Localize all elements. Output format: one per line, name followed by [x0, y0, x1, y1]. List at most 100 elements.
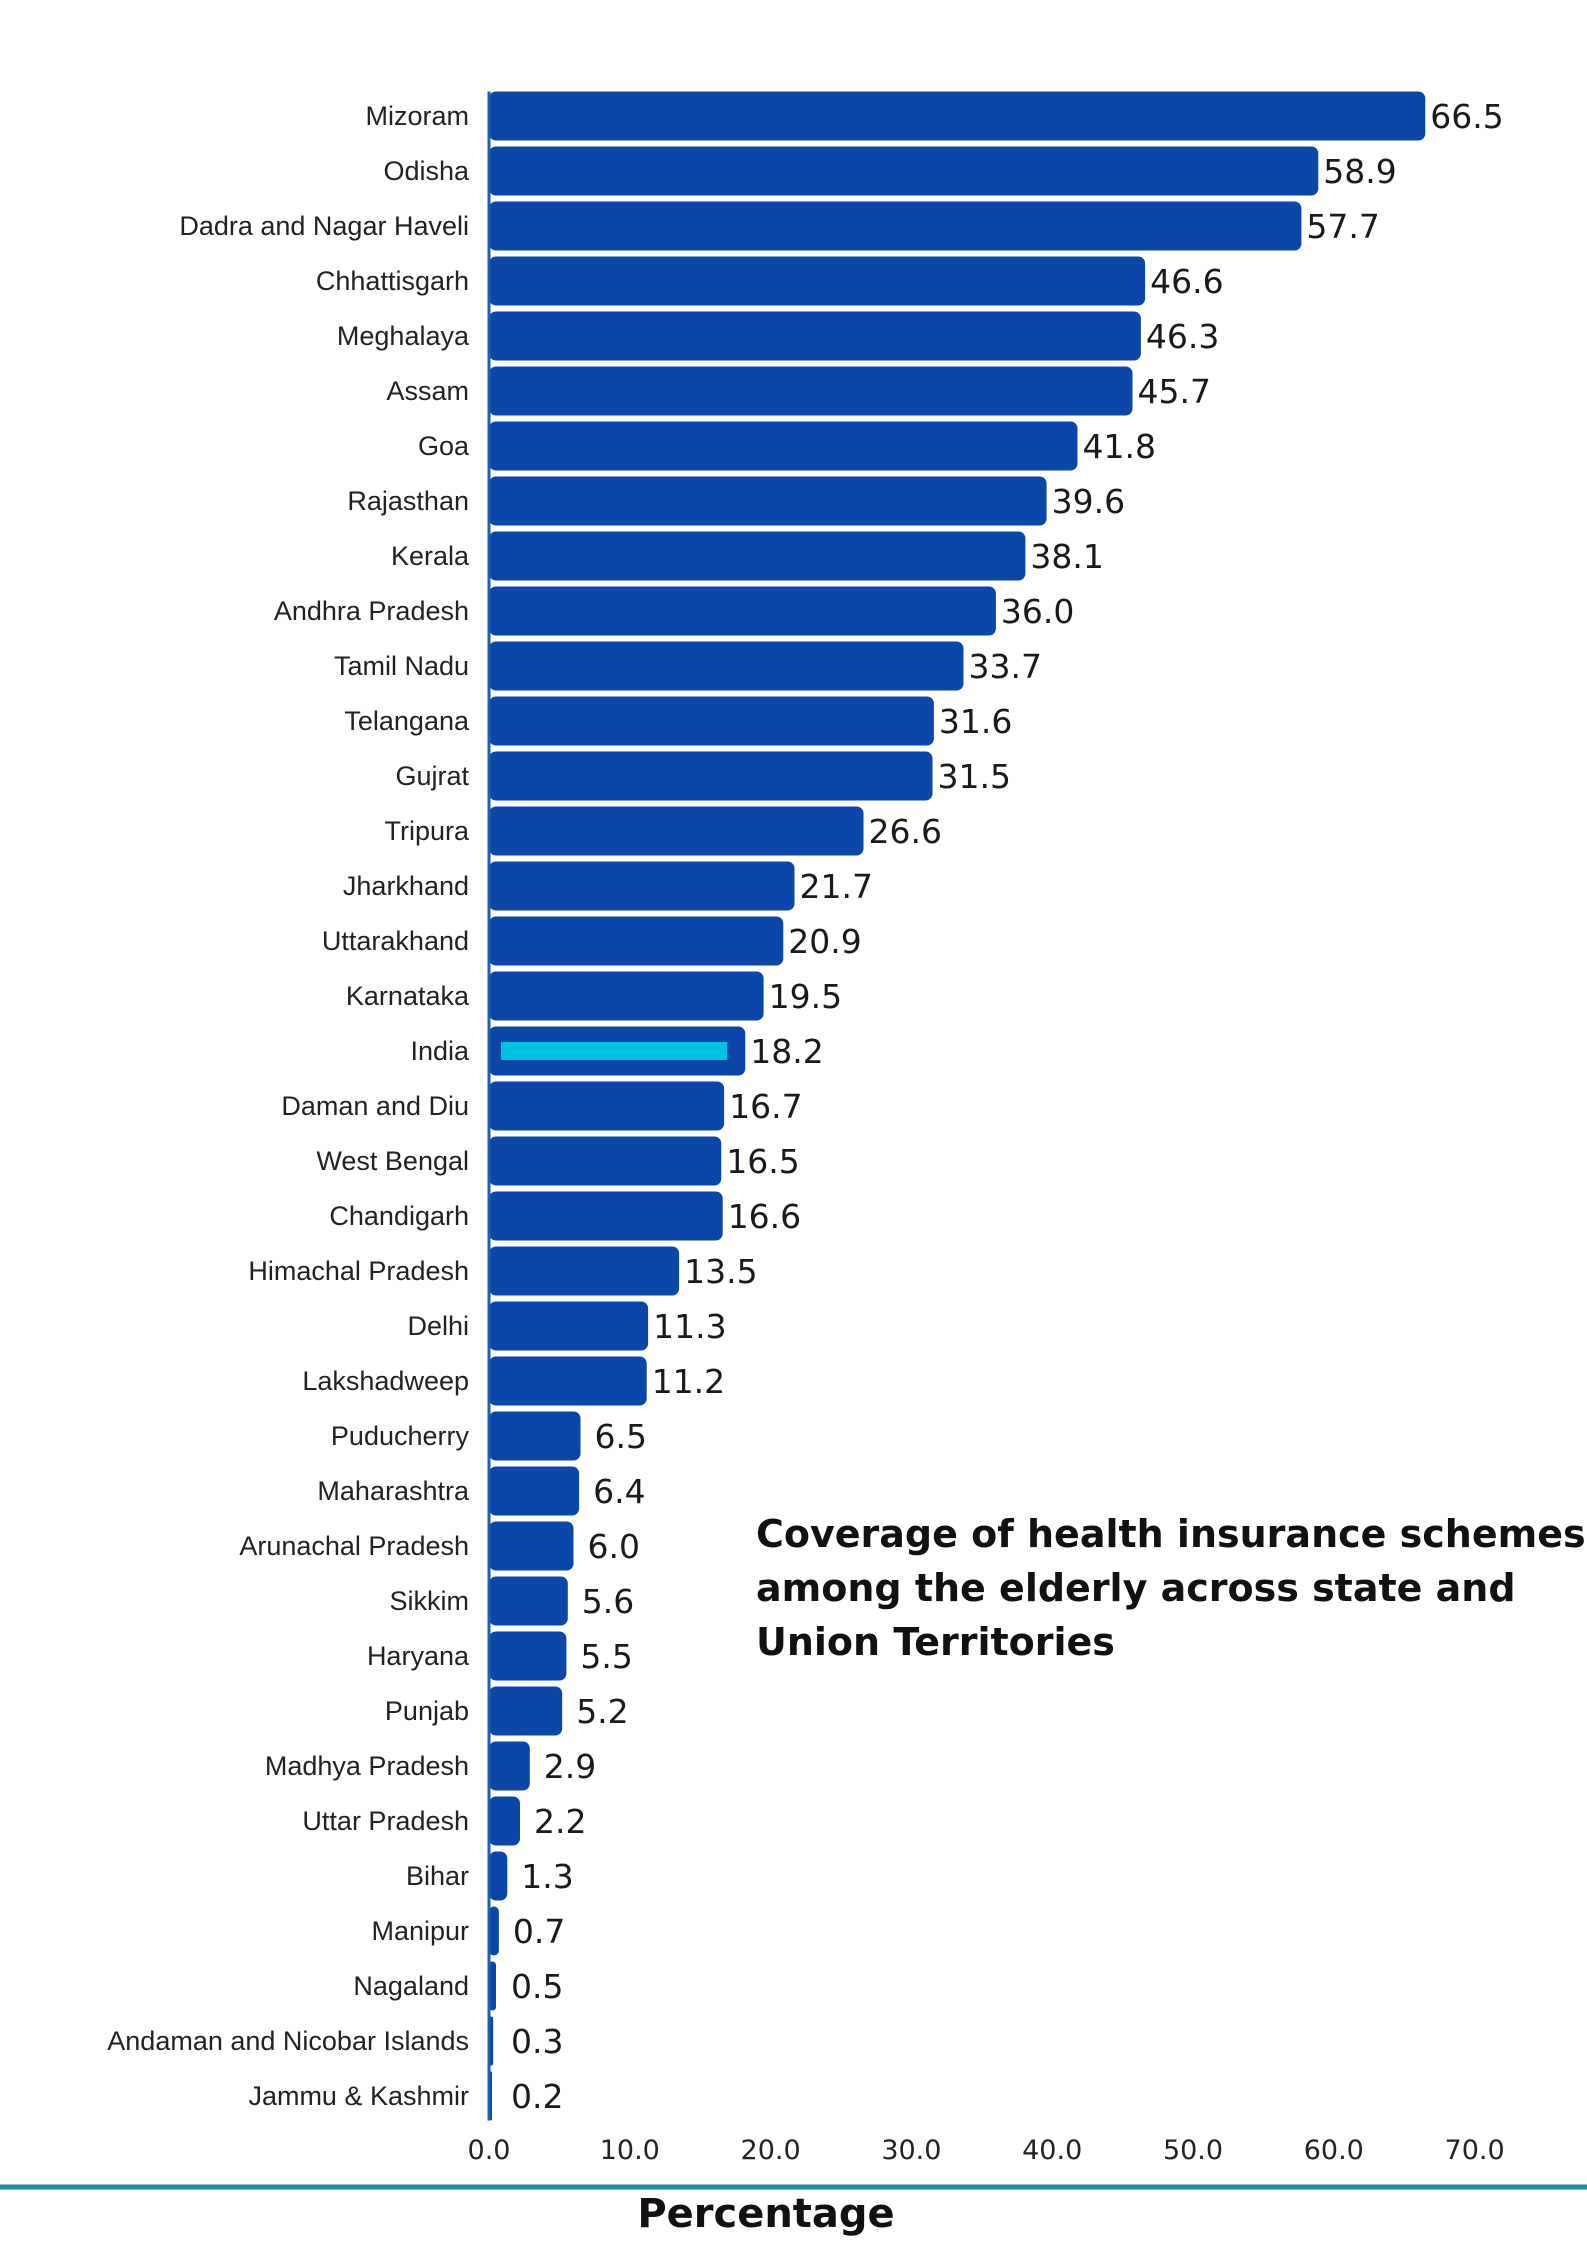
bar-tripura [489, 806, 864, 856]
category-label-puducherry: Puducherry [331, 1421, 470, 1451]
bar-manipur [489, 1906, 499, 1956]
category-label-madhya-pradesh: Madhya Pradesh [265, 1751, 469, 1781]
bar-odisha [489, 146, 1319, 196]
value-label-haryana: 5.5 [580, 1637, 632, 1676]
category-label-chhattisgarh: Chhattisgarh [316, 266, 469, 296]
bars [489, 91, 1426, 2121]
x-axis-label: Percentage [637, 2191, 894, 2237]
category-label-assam: Assam [386, 376, 469, 406]
x-tick-label: 0.0 [468, 2135, 511, 2166]
value-label-dadra-and-nagar-haveli: 57.7 [1306, 207, 1379, 246]
value-label-mizoram: 66.5 [1430, 97, 1503, 136]
category-label-tripura: Tripura [384, 816, 470, 846]
category-label-chandigarh: Chandigarh [329, 1201, 469, 1231]
value-label-lakshadweep: 11.2 [652, 1362, 725, 1401]
bar-gujrat [489, 751, 933, 801]
category-label-telangana: Telangana [344, 706, 470, 736]
category-label-rajasthan: Rajasthan [347, 486, 469, 516]
category-labels: Mizoram Odisha Dadra and Nagar Haveli Chhat… [107, 101, 470, 2111]
category-label-sikkim: Sikkim [390, 1586, 470, 1616]
value-label-nagaland: 0.5 [511, 1967, 563, 2006]
bar-assam [489, 366, 1133, 416]
value-label-gujrat: 31.5 [938, 757, 1011, 796]
value-label-daman-and-diu: 16.7 [729, 1087, 802, 1126]
chart-title-line: among the elderly across state and [756, 1566, 1516, 1610]
category-label-odisha: Odisha [383, 156, 470, 186]
chart-title: Coverage of health insurance schemes amon… [756, 1512, 1586, 1664]
bar-andhra-pradesh [489, 586, 996, 636]
value-label-chandigarh: 16.6 [728, 1197, 801, 1236]
value-labels: 66.5 58.9 57.7 46.6 46.3 45.7 41.8 39.6 38.1 36.0… [511, 97, 1504, 2116]
value-label-andhra-pradesh: 36.0 [1001, 592, 1074, 631]
value-label-tamil-nadu: 33.7 [969, 647, 1042, 686]
category-label-meghalaya: Meghalaya [337, 321, 470, 351]
value-label-manipur: 0.7 [513, 1912, 565, 1951]
bar-bihar [489, 1851, 508, 1901]
category-label-jammu-kashmir: Jammu & Kashmir [248, 2081, 469, 2111]
category-label-goa: Goa [418, 431, 470, 461]
bar-chhattisgarh [489, 256, 1146, 306]
x-tick-label: 20.0 [741, 2135, 801, 2166]
bar-himachal-pradesh [489, 1246, 680, 1296]
value-label-bihar: 1.3 [521, 1857, 573, 1896]
value-label-odisha: 58.9 [1323, 152, 1396, 191]
value-label-india: 18.2 [750, 1032, 823, 1071]
bar-haryana [489, 1631, 567, 1681]
category-label-haryana: Haryana [367, 1641, 470, 1671]
x-axis-ticks: 0.0 10.0 20.0 30.0 40.0 50.0 60.0 70.0 [468, 2135, 1505, 2166]
category-label-mizoram: Mizoram [365, 101, 469, 131]
x-tick-label: 30.0 [881, 2135, 941, 2166]
value-label-maharashtra: 6.4 [593, 1472, 645, 1511]
value-label-assam: 45.7 [1138, 372, 1211, 411]
value-label-madhya-pradesh: 2.9 [544, 1747, 596, 1786]
bar-dadra-and-nagar-haveli [489, 201, 1302, 251]
category-label-uttarakhand: Uttarakhand [322, 926, 469, 956]
value-label-uttar-pradesh: 2.2 [534, 1802, 586, 1841]
category-label-kerala: Kerala [391, 541, 470, 571]
category-label-nagaland: Nagaland [353, 1971, 469, 2001]
value-label-chhattisgarh: 46.6 [1150, 262, 1223, 301]
value-label-goa: 41.8 [1083, 427, 1156, 466]
value-label-tripura: 26.6 [869, 812, 942, 851]
bar-sikkim [489, 1576, 568, 1626]
bar-maharashtra [489, 1466, 580, 1516]
bar-jharkhand [489, 861, 795, 911]
category-label-uttar-pradesh: Uttar Pradesh [302, 1806, 469, 1836]
bar-uttarakhand [489, 916, 784, 966]
bar-punjab [489, 1686, 563, 1736]
bar-delhi [489, 1301, 649, 1351]
category-label-punjab: Punjab [385, 1696, 469, 1726]
category-label-jharkhand: Jharkhand [343, 871, 469, 901]
value-label-jharkhand: 21.7 [800, 867, 873, 906]
value-label-himachal-pradesh: 13.5 [684, 1252, 757, 1291]
bar-chandigarh [489, 1191, 723, 1241]
value-label-uttarakhand: 20.9 [788, 922, 861, 961]
value-label-telangana: 31.6 [939, 702, 1012, 741]
value-label-kerala: 38.1 [1030, 537, 1103, 576]
value-label-karnataka: 19.5 [769, 977, 842, 1016]
category-label-tamil-nadu: Tamil Nadu [334, 651, 469, 681]
x-tick-label: 70.0 [1445, 2135, 1505, 2166]
category-label-delhi: Delhi [407, 1311, 469, 1341]
highlight-bar-india [501, 1042, 728, 1060]
bar-puducherry [489, 1411, 581, 1461]
bar-telangana [489, 696, 934, 746]
category-label-dadra-and-nagar-haveli: Dadra and Nagar Haveli [179, 211, 469, 241]
value-label-andaman-and-nicobar-islands: 0.3 [511, 2022, 563, 2061]
bar-mizoram [489, 91, 1426, 141]
x-tick-label: 50.0 [1163, 2135, 1223, 2166]
bar-arunachal-pradesh [489, 1521, 574, 1571]
category-label-daman-and-diu: Daman and Diu [281, 1091, 469, 1121]
category-label-arunachal-pradesh: Arunachal Pradesh [239, 1531, 469, 1561]
category-label-lakshadweep: Lakshadweep [302, 1366, 469, 1396]
category-label-india: India [410, 1036, 470, 1066]
value-label-arunachal-pradesh: 6.0 [588, 1527, 640, 1566]
category-label-andhra-pradesh: Andhra Pradesh [274, 596, 469, 626]
category-label-bihar: Bihar [406, 1861, 469, 1891]
category-label-andaman-and-nicobar-islands: Andaman and Nicobar Islands [107, 2026, 469, 2056]
bar-tamil-nadu [489, 641, 964, 691]
bar-madhya-pradesh [489, 1741, 530, 1791]
chart-title-line: Coverage of health insurance schemes [756, 1512, 1586, 1556]
value-label-meghalaya: 46.3 [1146, 317, 1219, 356]
